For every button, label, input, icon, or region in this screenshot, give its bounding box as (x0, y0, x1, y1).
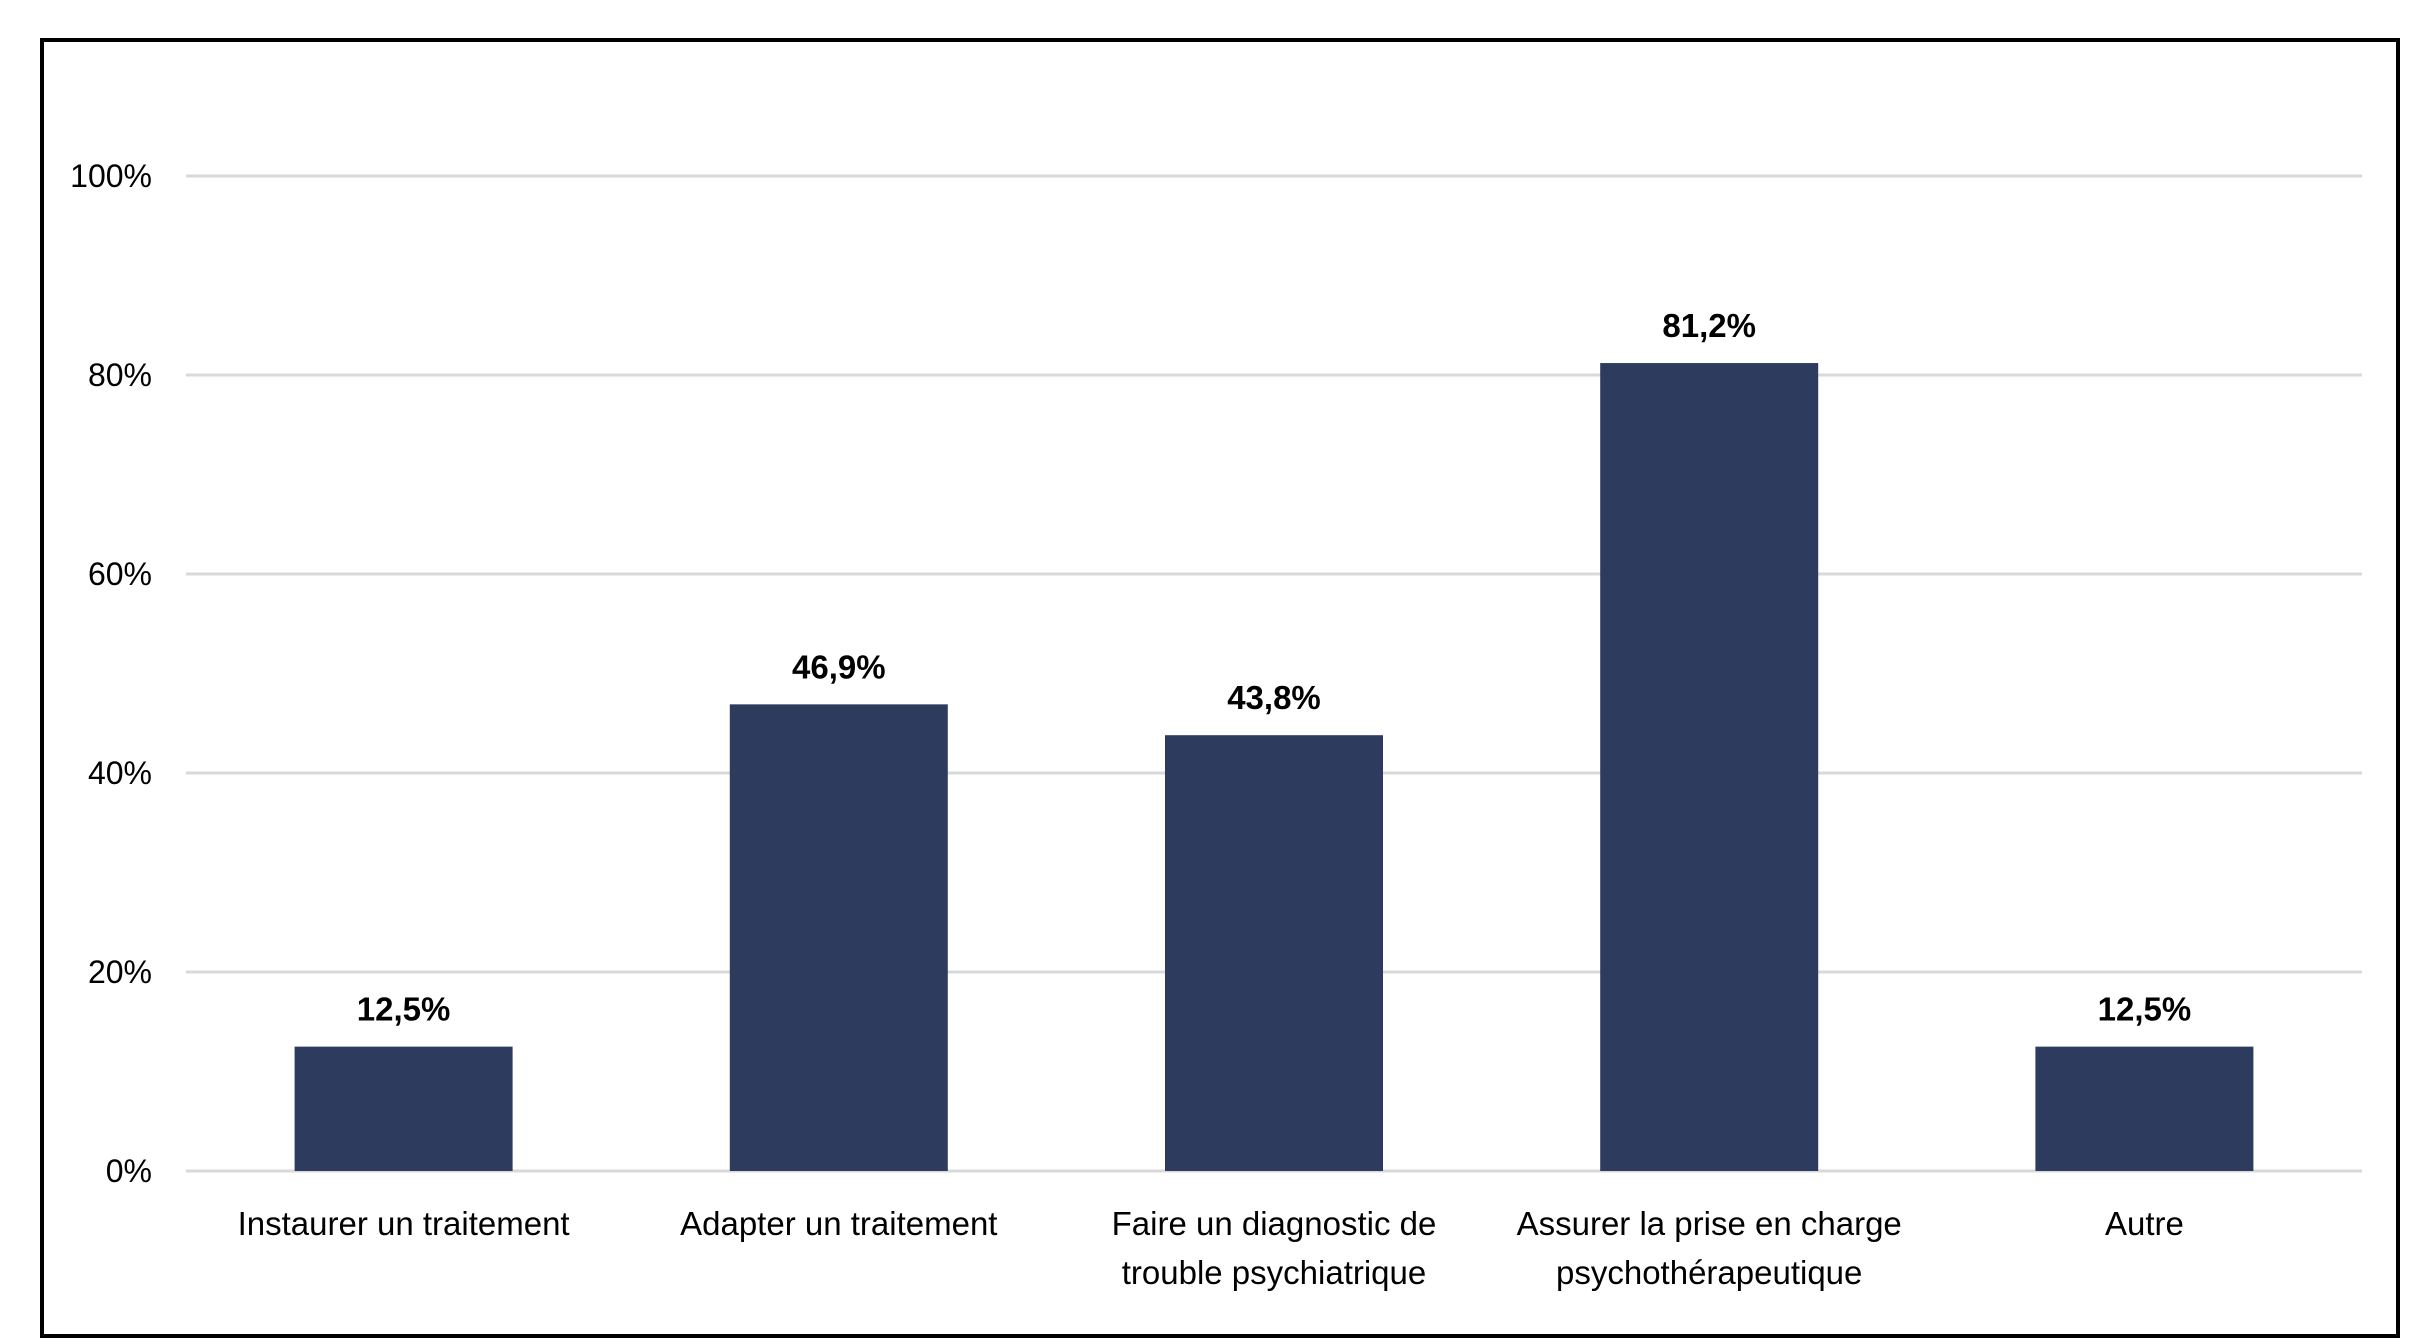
data-labels: 12,5% 46,9% 43,8% 81,2% 12,5% (357, 307, 2191, 1028)
data-label: 43,8% (1227, 679, 1321, 716)
data-label: 81,2% (1662, 307, 1756, 344)
bar-chart: 0%20%40%60%80%100% 12,5%46,9%43,8%81,2%1… (70, 158, 2362, 1291)
y-tick-label: 60% (88, 556, 152, 592)
y-tick-label: 40% (88, 755, 152, 791)
y-tick-label: 100% (70, 158, 152, 194)
bar (294, 1046, 513, 1171)
x-axis-labels: Instaurer un traitement Adapter un traite… (238, 1205, 2184, 1291)
bar (2035, 1046, 2254, 1171)
x-tick-label: Adapter un traitement (680, 1205, 997, 1242)
y-tick-label: 20% (88, 954, 152, 990)
gridlines (186, 174, 2362, 1173)
x-tick-label: Faire un diagnostic de trouble psychiatri… (1112, 1205, 1437, 1291)
y-tick-label: 80% (88, 357, 152, 393)
bar (1600, 363, 1819, 1171)
bar (1165, 735, 1383, 1171)
data-label: 46,9% (792, 648, 886, 685)
bar (729, 704, 948, 1171)
y-axis-ticks: 0% 20% 40% 60% 80% 100% (70, 158, 152, 1189)
x-tick-label: Autre (2105, 1205, 2184, 1242)
data-label: 12,5% (357, 991, 451, 1028)
x-tick-label: Assurer la prise en charge psychothérapeu… (1517, 1205, 1902, 1291)
bars (294, 363, 2254, 1171)
y-tick-label: 0% (106, 1153, 152, 1189)
data-label: 12,5% (2098, 991, 2192, 1028)
x-tick-label: Instaurer un traitement (238, 1205, 570, 1242)
